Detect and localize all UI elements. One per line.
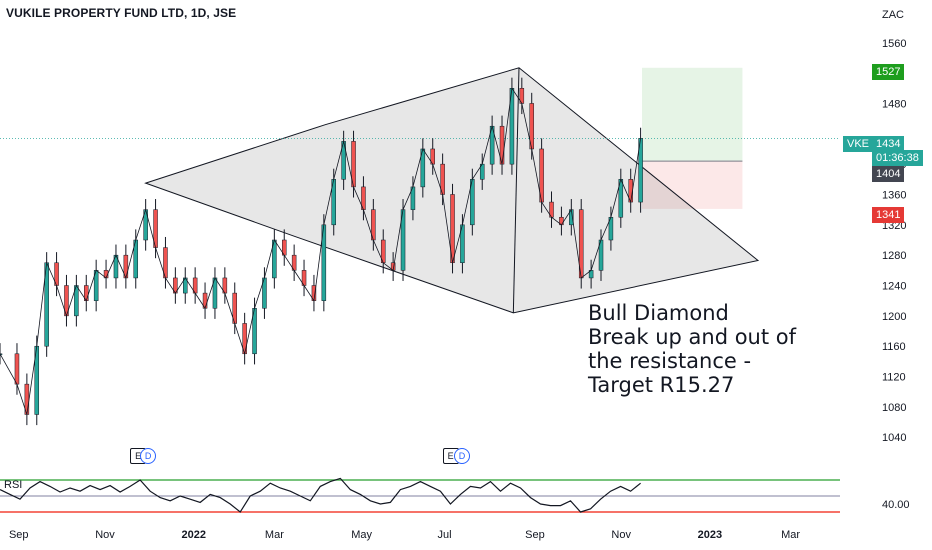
x-tick-label: 2022 (181, 529, 205, 541)
y-tick-label: 1040 (882, 432, 906, 444)
y-tick-label: 1160 (882, 341, 906, 353)
candle-body[interactable] (14, 353, 20, 385)
x-tick-label: Sep (9, 529, 29, 541)
x-tick-label: Mar (265, 529, 284, 541)
annotation-line: Break up and out of (588, 325, 797, 349)
last-price-tag: 1434 (872, 136, 905, 152)
rsi-line[interactable] (0, 477, 641, 513)
price-axis-bg (840, 0, 932, 550)
symbol-tag: VKE (843, 136, 874, 152)
y-tick-label: 1280 (882, 250, 906, 262)
entry-price-tag: 1404 (872, 166, 905, 182)
rsi-tick-label: 40.00 (882, 499, 910, 511)
x-tick-label: Nov (611, 529, 631, 541)
y-tick-label: 1240 (882, 281, 906, 293)
rsi-label: RSI (4, 479, 23, 491)
y-tick-label: 1360 (882, 189, 906, 201)
y-tick-label: 1080 (882, 402, 906, 414)
chart-title: VUKILE PROPERTY FUND LTD, 1D, JSE (6, 6, 237, 20)
diamond-divider[interactable] (512, 67, 520, 313)
target-zone[interactable] (642, 67, 743, 162)
annotation-line: the resistance - (588, 349, 752, 373)
x-tick-label: Nov (95, 529, 115, 541)
x-tick-label: 2023 (698, 529, 722, 541)
annotation-line: Target R15.27 (588, 373, 735, 397)
countdown-tag: 01:36:38 (872, 150, 923, 166)
annotation-line: Bull Diamond (588, 301, 729, 325)
x-tick-label: May (351, 529, 372, 541)
dividend-marker[interactable]: D (454, 448, 470, 464)
target-price-tag: 1527 (872, 64, 905, 80)
currency-label: ZAC (882, 9, 904, 21)
x-tick-label: Mar (781, 529, 800, 541)
annotation-text: Bull Diamond Break up and out of the res… (588, 301, 796, 397)
y-tick-label: 1200 (882, 311, 906, 323)
x-tick-label: Jul (437, 529, 451, 541)
x-tick-label: Sep (525, 529, 545, 541)
stop-zone[interactable] (642, 161, 743, 209)
stop-price-tag: 1341 (872, 207, 905, 223)
y-tick-label: 1120 (882, 372, 906, 384)
price-line (0, 87, 642, 415)
dividend-marker[interactable]: D (140, 448, 157, 464)
y-tick-label: 1560 (882, 38, 906, 50)
y-tick-label: 1480 (882, 98, 906, 110)
candle-body[interactable] (0, 353, 3, 356)
diamond-pattern[interactable] (144, 67, 760, 314)
